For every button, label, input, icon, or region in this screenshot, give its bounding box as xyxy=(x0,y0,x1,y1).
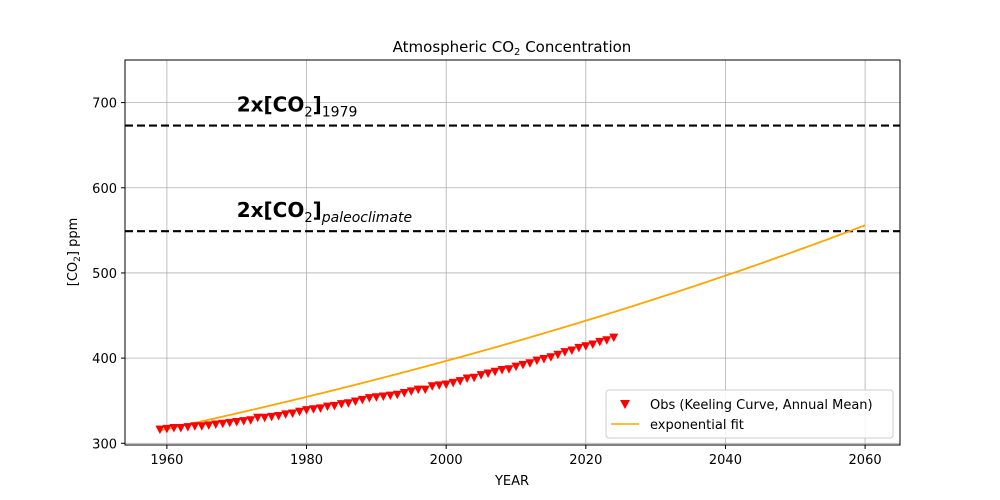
obs-point xyxy=(406,387,416,396)
obs-point xyxy=(162,424,172,434)
obs-point xyxy=(260,413,270,423)
y-axis-label: [CO2] ppm xyxy=(66,218,83,287)
obs-point xyxy=(183,423,193,432)
x-tick-label: 1960 xyxy=(150,453,183,468)
obs-point xyxy=(281,410,291,419)
y-tick-label: 400 xyxy=(92,352,117,367)
x-tick-label: 1980 xyxy=(290,453,323,468)
obs-point xyxy=(462,374,472,384)
obs-point xyxy=(357,395,367,405)
reference-labels: 2x[CO2]1979 2x[CO2]paleoclimate xyxy=(237,93,412,227)
obs-point xyxy=(239,417,249,426)
legend-fit-label: exponential fit xyxy=(650,418,744,433)
obs-point xyxy=(399,389,409,398)
obs-point xyxy=(336,400,346,409)
obs-point xyxy=(609,333,619,343)
obs-point xyxy=(169,423,179,433)
y-tick-label: 600 xyxy=(92,182,117,197)
obs-point xyxy=(448,378,458,388)
reference-lines xyxy=(125,124,900,233)
x-tick-label: 2060 xyxy=(849,453,882,468)
x-axis-label: YEAR xyxy=(494,474,529,489)
obs-point xyxy=(204,421,214,430)
obs-point xyxy=(560,348,570,357)
obs-point xyxy=(190,422,200,431)
obs-point xyxy=(525,359,535,368)
y-tick-label: 500 xyxy=(92,267,117,282)
obs-point xyxy=(343,399,353,408)
obs-point xyxy=(364,394,374,403)
obs-point xyxy=(246,416,256,425)
obs-point xyxy=(315,404,325,413)
obs-point xyxy=(532,356,542,366)
obs-point xyxy=(490,367,500,377)
obs-point xyxy=(267,412,277,422)
fit-line-group xyxy=(159,224,866,432)
obs-point xyxy=(483,369,493,378)
obs-point xyxy=(588,340,598,349)
legend-obs-marker xyxy=(620,400,630,409)
obs-point xyxy=(350,397,360,407)
obs-point xyxy=(546,353,556,362)
obs-point xyxy=(413,385,423,395)
obs-point xyxy=(211,420,221,430)
obs-point xyxy=(322,402,332,412)
obs-point xyxy=(155,425,165,435)
fit-line xyxy=(159,224,866,432)
obs-point xyxy=(309,405,319,414)
obs-point xyxy=(595,337,605,347)
obs-point xyxy=(218,419,228,429)
plot-frame xyxy=(124,59,901,446)
obs-point xyxy=(232,418,242,427)
legend: Obs (Keeling Curve, Annual Mean) exponen… xyxy=(605,389,894,439)
obs-point xyxy=(225,418,235,428)
obs-point xyxy=(553,350,563,360)
y-tick-label: 300 xyxy=(92,437,117,452)
obs-point xyxy=(497,366,507,375)
obs-point xyxy=(511,362,521,372)
obs-point xyxy=(295,407,305,417)
obs-point xyxy=(378,392,388,401)
x-tick-label: 2040 xyxy=(709,453,742,468)
x-tick-label: 2000 xyxy=(430,453,463,468)
reference-line-label: 2x[CO2]1979 xyxy=(237,93,358,121)
obs-point xyxy=(504,365,514,374)
obs-point xyxy=(567,346,577,355)
x-axis-ticks: 1960 1980 2000 2020 2040 2060 xyxy=(150,445,882,468)
y-axis-ticks: 300 400 500 600 700 xyxy=(92,97,125,452)
obs-point xyxy=(288,409,298,418)
grid xyxy=(125,60,900,445)
obs-point xyxy=(469,373,479,383)
legend-box xyxy=(605,389,894,439)
obs-point xyxy=(392,390,402,400)
obs-point xyxy=(176,423,186,433)
obs-point xyxy=(602,336,612,345)
x-tick-label: 2020 xyxy=(569,453,602,468)
obs-point xyxy=(302,406,312,415)
obs-point xyxy=(581,342,591,351)
obs-point xyxy=(518,360,528,370)
obs-points xyxy=(155,333,619,435)
obs-point xyxy=(385,391,395,401)
obs-point xyxy=(455,377,465,386)
obs-point xyxy=(371,393,381,402)
obs-point xyxy=(420,385,430,395)
obs-point xyxy=(253,413,263,423)
obs-point xyxy=(427,382,437,391)
obs-point xyxy=(274,412,284,421)
obs-point xyxy=(197,422,207,431)
y-tick-label: 700 xyxy=(92,97,117,112)
chart-title: Atmospheric CO2 Concentration xyxy=(393,38,632,58)
obs-point xyxy=(434,381,444,390)
obs-point xyxy=(539,354,549,364)
obs-point xyxy=(329,401,339,411)
legend-obs-label: Obs (Keeling Curve, Annual Mean) xyxy=(650,398,873,413)
obs-point xyxy=(476,371,486,380)
obs-point xyxy=(441,380,451,390)
obs-point xyxy=(574,343,584,353)
reference-line-label: 2x[CO2]paleoclimate xyxy=(237,198,412,226)
